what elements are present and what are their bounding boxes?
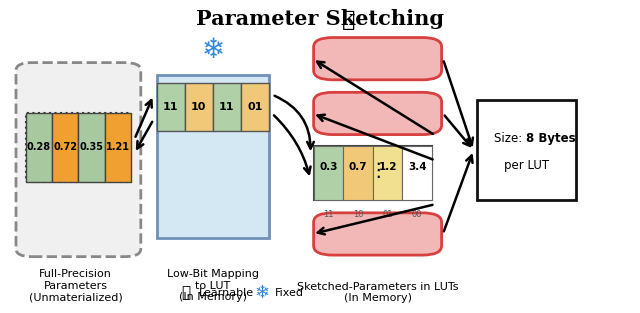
Bar xyxy=(403,146,432,200)
Bar xyxy=(212,83,241,131)
Text: 11: 11 xyxy=(163,102,179,112)
Text: per LUT: per LUT xyxy=(504,159,549,172)
Text: 11: 11 xyxy=(323,210,333,219)
Bar xyxy=(241,83,269,131)
Text: 0.28: 0.28 xyxy=(27,142,51,152)
Bar xyxy=(477,100,576,200)
Bar xyxy=(157,83,185,131)
Text: Sketched-Parameters in LUTs
(In Memory): Sketched-Parameters in LUTs (In Memory) xyxy=(297,282,458,303)
Text: 0.7: 0.7 xyxy=(349,162,367,172)
Bar xyxy=(314,146,343,200)
Bar xyxy=(26,113,131,182)
Text: 0.3: 0.3 xyxy=(319,162,338,172)
Text: 10: 10 xyxy=(191,102,207,112)
Text: 01: 01 xyxy=(382,210,393,219)
Text: ⋮: ⋮ xyxy=(368,161,387,180)
Bar xyxy=(52,113,79,182)
Text: Full-Precision
Parameters
(Unmaterialized): Full-Precision Parameters (Unmaterialize… xyxy=(29,269,122,302)
Text: 🔥: 🔥 xyxy=(181,285,190,300)
FancyBboxPatch shape xyxy=(314,92,442,135)
Text: 3.4: 3.4 xyxy=(408,162,426,172)
FancyBboxPatch shape xyxy=(314,38,442,80)
Text: Low-Bit Mapping
to LUT
(In Memory): Low-Bit Mapping to LUT (In Memory) xyxy=(167,269,259,302)
Text: Parameter Sketching: Parameter Sketching xyxy=(196,9,444,29)
Bar xyxy=(79,113,105,182)
FancyBboxPatch shape xyxy=(16,63,141,257)
Text: 1.2: 1.2 xyxy=(378,162,397,172)
Bar xyxy=(157,75,269,238)
Text: 1.21: 1.21 xyxy=(106,142,130,152)
Text: 0.72: 0.72 xyxy=(53,142,77,152)
Text: 01: 01 xyxy=(247,102,262,112)
Bar xyxy=(372,146,403,200)
Text: Fixed: Fixed xyxy=(275,288,304,298)
Text: 10: 10 xyxy=(353,210,364,219)
Bar xyxy=(314,146,432,200)
Text: ❄: ❄ xyxy=(255,284,270,302)
Bar xyxy=(185,83,212,131)
FancyBboxPatch shape xyxy=(314,213,442,255)
Text: Size:: Size: xyxy=(494,132,526,145)
Text: 11: 11 xyxy=(219,102,234,112)
Text: 8 Bytes: 8 Bytes xyxy=(526,132,576,145)
Bar xyxy=(105,113,131,182)
Bar xyxy=(343,146,372,200)
Text: Learnable: Learnable xyxy=(198,288,253,298)
Text: ❄: ❄ xyxy=(202,36,225,64)
Bar xyxy=(26,113,52,182)
Text: 🔥: 🔥 xyxy=(342,10,355,30)
Text: 00: 00 xyxy=(412,210,422,219)
Text: 0.35: 0.35 xyxy=(79,142,104,152)
